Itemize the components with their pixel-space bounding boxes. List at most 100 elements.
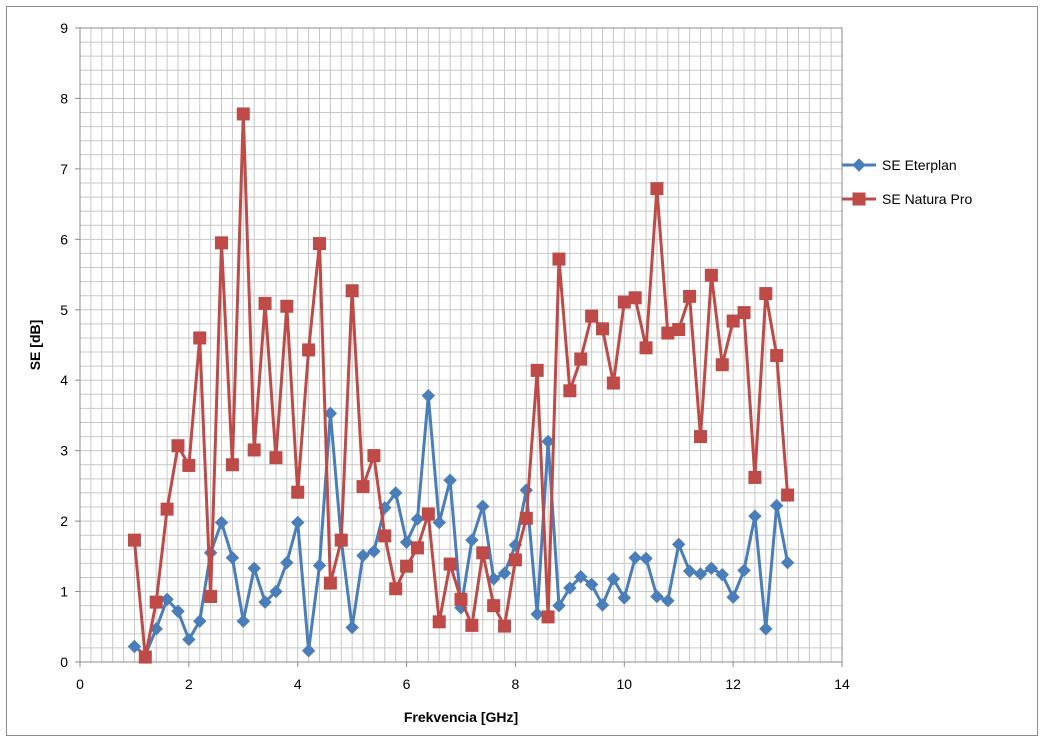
data-point: [182, 458, 196, 472]
data-point: [171, 604, 185, 618]
x-axis-label: Frekvencia [GHz]: [404, 709, 518, 725]
data-point: [530, 607, 544, 621]
data-point: [508, 553, 522, 567]
data-point: [443, 557, 457, 571]
data-point: [280, 299, 294, 313]
data-point: [127, 533, 141, 547]
data-point: [519, 483, 534, 497]
data-point: [606, 376, 620, 390]
data-point: [519, 511, 533, 525]
x-tick-label: 10: [616, 676, 632, 692]
data-point: [672, 537, 686, 552]
data-point: [356, 480, 370, 494]
y-tick-label: 9: [60, 20, 68, 36]
data-point: [291, 515, 305, 530]
legend-marker: [852, 158, 866, 172]
legend-label: SE Eterplan: [882, 157, 957, 173]
data-point: [399, 535, 414, 549]
y-tick-label: 3: [60, 443, 68, 459]
data-point: [650, 589, 664, 604]
x-tick-label: 4: [294, 676, 302, 692]
data-point: [737, 563, 751, 578]
x-tick-label: 6: [403, 676, 411, 692]
data-point: [486, 572, 501, 586]
data-point: [759, 287, 773, 301]
data-point: [781, 488, 795, 502]
data-point: [432, 515, 446, 530]
data-point: [693, 430, 707, 444]
data-point: [715, 567, 729, 582]
y-tick-label: 6: [60, 231, 68, 247]
data-point: [737, 306, 751, 320]
data-point: [215, 236, 229, 250]
data-point: [291, 485, 305, 499]
data-point: [683, 289, 697, 303]
data-point: [726, 314, 740, 328]
data-point: [780, 555, 795, 570]
plot-area: [79, 27, 843, 663]
data-point: [726, 590, 740, 604]
y-tick-label: 8: [60, 90, 68, 106]
data-point: [617, 295, 631, 309]
data-point: [748, 509, 762, 523]
data-point: [476, 499, 490, 514]
data-point: [421, 507, 435, 521]
data-point: [193, 331, 207, 345]
data-point: [258, 595, 272, 609]
x-tick-label: 12: [725, 676, 741, 692]
data-point: [389, 582, 403, 596]
data-point: [759, 622, 773, 636]
data-point: [214, 515, 229, 530]
data-point: [454, 592, 468, 606]
data-point: [497, 566, 512, 580]
data-point: [269, 584, 283, 599]
data-point: [628, 291, 642, 305]
data-point: [171, 439, 185, 453]
data-point: [465, 533, 479, 547]
data-point: [617, 591, 631, 605]
data-point: [639, 341, 653, 355]
data-point: [323, 576, 337, 590]
data-point: [574, 570, 588, 584]
data-point: [465, 618, 479, 632]
data-point: [258, 296, 272, 310]
data-point: [596, 322, 610, 336]
data-point: [312, 558, 327, 573]
series-eterplan: [127, 389, 795, 662]
data-point: [410, 512, 425, 526]
y-tick-label: 7: [60, 161, 68, 177]
x-tick-label: 0: [76, 676, 84, 692]
x-tick-label: 2: [185, 676, 193, 692]
data-point: [225, 551, 240, 565]
legend: SE Eterplan SE Natura Pro: [842, 157, 972, 207]
y-tick-label: 5: [60, 302, 68, 318]
data-point: [498, 619, 512, 633]
data-point: [432, 615, 446, 629]
data-point: [388, 486, 403, 500]
data-point: [400, 559, 414, 573]
data-point: [236, 107, 250, 121]
data-point: [301, 644, 316, 658]
data-point: [127, 639, 142, 654]
data-point: [541, 610, 555, 624]
legend-item: SE Natura Pro: [842, 191, 972, 207]
data-point: [628, 551, 642, 565]
series-layer: [127, 107, 795, 664]
data-point: [280, 555, 294, 570]
data-point: [661, 594, 675, 608]
data-point: [585, 309, 599, 323]
data-point: [193, 614, 207, 628]
data-point: [378, 529, 392, 543]
data-point: [715, 358, 729, 372]
data-point: [367, 544, 381, 559]
data-point: [312, 237, 326, 251]
data-point: [421, 389, 436, 403]
y-axis-ticks: 0 1 2 3 4 5 6 7 8 9: [60, 20, 80, 670]
data-point: [639, 551, 653, 566]
data-point: [149, 595, 163, 609]
data-point: [606, 572, 621, 586]
data-point: [204, 589, 218, 603]
data-point: [563, 384, 577, 398]
data-point: [704, 561, 719, 576]
data-point: [269, 451, 283, 465]
